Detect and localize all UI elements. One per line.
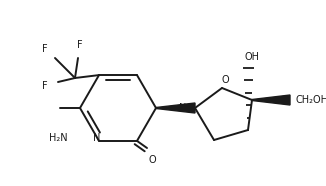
Text: N: N: [179, 103, 186, 113]
Text: H₂N: H₂N: [49, 133, 68, 143]
Text: F: F: [42, 81, 48, 91]
Text: N: N: [93, 133, 101, 143]
Text: O: O: [148, 155, 156, 165]
Text: F: F: [77, 40, 83, 50]
Text: OH: OH: [244, 52, 259, 62]
Text: F: F: [42, 44, 48, 54]
Polygon shape: [156, 103, 195, 113]
Text: O: O: [221, 75, 229, 85]
Polygon shape: [252, 95, 290, 105]
Text: CH₂OH: CH₂OH: [295, 95, 326, 105]
